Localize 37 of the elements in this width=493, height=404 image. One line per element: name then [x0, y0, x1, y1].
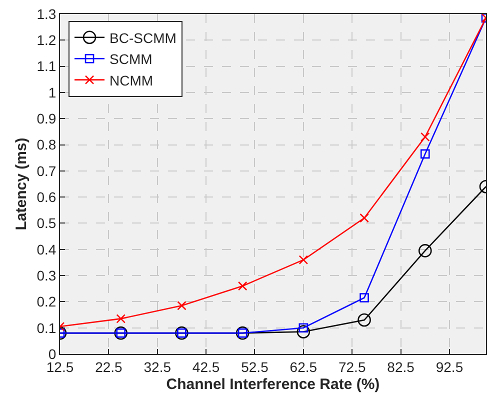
point	[296, 325, 310, 338]
point	[177, 300, 186, 310]
y-tick-label: 0.3	[36, 267, 56, 284]
x-tick-label: 42.5	[192, 358, 220, 375]
point	[116, 314, 126, 324]
x-tick-label: 52.5	[241, 358, 269, 375]
y-axis-title: Latency (ms)	[12, 138, 30, 230]
y-tick-label: 0.2	[36, 294, 56, 310]
y-tick-label: 0.6	[36, 188, 56, 205]
x-tick-label: 72.5	[338, 358, 366, 375]
point	[238, 281, 248, 291]
y-tick-label: 1.3	[36, 6, 56, 22]
point	[358, 313, 371, 327]
y-tick-label: 1	[48, 84, 56, 100]
y-tick-label: 1.1	[36, 58, 56, 74]
y-tick-label: 0.4	[36, 241, 56, 258]
y-tick-label: 0.8	[36, 136, 56, 153]
y-tick-label: 0.1	[36, 320, 56, 336]
legend-label: BC-SCMM	[110, 30, 176, 46]
x-tick-label: 82.5	[387, 358, 415, 375]
x-axis-title: Channel Interference Rate (%)	[166, 376, 380, 393]
y-tick-label: 1.2	[36, 32, 56, 48]
point	[418, 244, 432, 258]
x-tick-label: 32.5	[144, 358, 172, 375]
point	[420, 149, 430, 159]
point	[360, 293, 369, 302]
legend-label: NCMM	[110, 72, 154, 88]
point	[298, 255, 308, 264]
y-tick-label: 0.9	[36, 110, 56, 127]
point	[360, 213, 369, 223]
y-tick-label: 0.7	[36, 162, 56, 179]
y-tick-label: 0.5	[36, 215, 56, 232]
x-tick-label: 92.5	[436, 358, 464, 375]
x-tick-label: 22.5	[95, 358, 123, 375]
point	[420, 132, 430, 142]
legend-label: SCMM	[110, 51, 152, 68]
x-tick-label: 62.5	[290, 358, 318, 375]
